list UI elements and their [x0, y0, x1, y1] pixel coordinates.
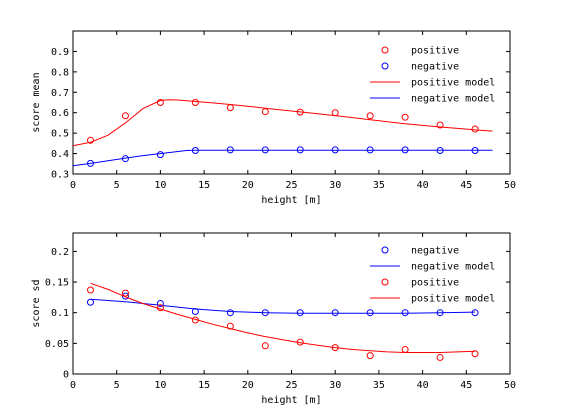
y-tick-label: 0 [63, 370, 69, 381]
legend-label: positive [411, 46, 459, 57]
data-point-negative [156, 151, 164, 159]
y-tick-label: 0.8 [51, 67, 69, 78]
x-tick-label: 35 [373, 180, 385, 191]
sd-score-panel: 0 5 10 15 20 25 30 35 40 45 50 0 0.05 0.1 0.15 0.2 heigh… [31, 232, 516, 406]
data-point-negative [401, 309, 409, 317]
legend-label: negative [411, 246, 459, 257]
data-point-positive [156, 99, 164, 106]
y-tick-label: 0.3 [51, 170, 69, 181]
y-tick-label: 0.1 [51, 308, 69, 319]
x-tick-label: 15 [198, 380, 210, 391]
data-point-positive [226, 322, 234, 330]
x-tick-label: 10 [154, 180, 166, 191]
y-tick-label: 0.4 [51, 149, 69, 160]
data-point-negative [121, 292, 129, 300]
x-tick-label: 20 [242, 180, 254, 191]
data-point-negative [296, 309, 304, 317]
data-point-positive [366, 112, 374, 120]
x-tick-label: 30 [329, 180, 341, 191]
y-tick-label: 0.2 [51, 247, 69, 258]
y-tick-label: 0.7 [51, 88, 69, 99]
data-point-negative [191, 307, 199, 315]
x-tick-label: 40 [417, 380, 429, 391]
data-point-negative [366, 309, 374, 317]
series-line-positive-model [72, 99, 493, 147]
x-tick-label: 45 [460, 180, 472, 191]
x-axis-label: height [m] [261, 195, 321, 206]
data-point-positive [121, 289, 129, 297]
legend-swatch-marker [381, 62, 389, 70]
legend-label: negative model [411, 94, 495, 105]
legend-swatch-marker [381, 278, 389, 286]
x-tick-label: 50 [504, 180, 516, 191]
data-point-positive [191, 99, 199, 106]
data-point-positive [261, 342, 269, 350]
legend-label: positive model [411, 294, 495, 305]
legend: positive negative positive model negative m… [370, 46, 495, 105]
data-point-negative [331, 309, 339, 317]
x-tick-label: 35 [373, 380, 385, 391]
x-tick-label: 50 [504, 380, 516, 391]
data-point-positive [436, 353, 444, 361]
x-tick-label: 25 [285, 380, 297, 391]
y-axis-label: score sd [31, 279, 42, 327]
data-point-negative [156, 300, 164, 307]
x-tick-label: 45 [460, 380, 472, 391]
data-point-positive [401, 113, 409, 121]
data-point-positive [436, 121, 444, 129]
x-tick-label: 25 [285, 180, 297, 191]
series-line-negative-model [72, 149, 493, 167]
x-tick-label: 40 [417, 180, 429, 191]
series-line-positive-model [90, 282, 476, 353]
x-tick-label: 5 [114, 380, 120, 391]
data-point-negative [471, 309, 479, 317]
x-tick-label: 5 [114, 180, 120, 191]
x-tick-label: 10 [154, 380, 166, 391]
y-tick-label: 0.15 [45, 278, 69, 289]
series-line-negative-model [90, 298, 476, 314]
data-point-positive [366, 352, 374, 360]
legend-label: negative [411, 62, 459, 73]
x-tick-label: 30 [329, 380, 341, 391]
x-tick-label: 15 [198, 180, 210, 191]
data-point-negative [226, 309, 234, 317]
legend-swatch-marker [381, 46, 389, 54]
mean-score-panel: 0 5 10 15 20 25 30 35 40 45 50 0.3 0.4 0.5 0.6 0.7 0.8 0.… [31, 30, 516, 206]
x-tick-label: 0 [70, 380, 76, 391]
y-tick-label: 0.9 [51, 47, 69, 58]
data-point-positive [86, 136, 94, 144]
y-tick-label: 0.6 [51, 108, 69, 119]
y-tick-label: 0.5 [51, 129, 69, 140]
data-point-positive [471, 350, 479, 358]
data-point-negative [86, 298, 94, 306]
legend: negative negative model positive positive m… [370, 246, 495, 305]
legend-label: positive model [411, 78, 495, 89]
data-point-positive [471, 125, 479, 133]
x-tick-label: 0 [70, 180, 76, 191]
y-tick-label: 0.05 [45, 339, 69, 350]
data-point-positive [121, 112, 129, 120]
x-tick-label: 20 [242, 380, 254, 391]
legend-swatch-marker [381, 246, 389, 254]
y-axis-label: score mean [31, 72, 42, 132]
legend-label: positive [411, 278, 459, 289]
data-point-positive [86, 286, 94, 294]
x-axis-label: height [m] [261, 395, 321, 406]
legend-label: negative model [411, 262, 495, 273]
